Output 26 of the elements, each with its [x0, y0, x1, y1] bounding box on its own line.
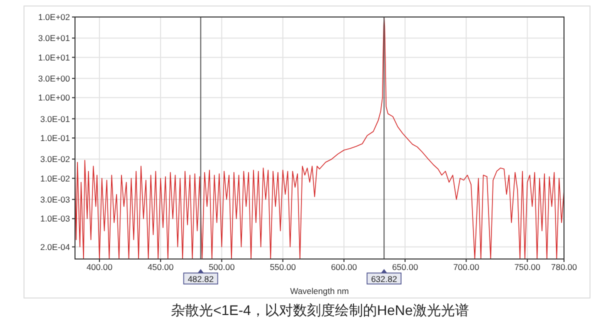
y-tick-label: 2.0E-04	[40, 242, 70, 252]
y-tick-label: 1.0E+01	[38, 52, 70, 62]
y-tick-label: 3.0E+01	[38, 33, 70, 44]
y-tick-label: 3.0E-02	[40, 154, 70, 164]
y-tick-label: 1.0E-03	[40, 214, 70, 224]
ref-line-label: 482.82	[188, 274, 214, 284]
y-tick-label: 1.0E+02	[38, 12, 70, 22]
y-tick-label: 1.0E+00	[38, 92, 70, 103]
y-tick-label: 1.0E-01	[40, 133, 70, 143]
x-tick-label: 500.00	[208, 262, 235, 272]
y-tick-label: 1.0E-02	[40, 173, 70, 184]
y-tick-label: 3.0E-01	[40, 114, 70, 124]
y-tick-label: 3.0E-03	[40, 194, 70, 204]
x-tick-label: 650.00	[392, 262, 418, 272]
x-tick-label: 750.00	[514, 262, 541, 272]
x-tick-label: 400.00	[86, 262, 113, 272]
x-tick-label: 600.00	[330, 262, 358, 272]
line-series	[74, 16, 564, 260]
x-tick-label: 450.00	[148, 262, 174, 272]
ref-line-label: 632.82	[371, 274, 398, 284]
text: 杂散光<1E-4，以对数刻度绘制的HeNe激光光谱	[171, 302, 469, 318]
x-tick-label: 700.00	[453, 262, 480, 272]
x-tick-label: 550.00	[270, 262, 296, 272]
y-tick-label: 3.0E+00	[38, 73, 70, 84]
x-axis-title: Wavelength nm	[290, 286, 349, 296]
x-tick-label: 780.00	[551, 262, 578, 272]
